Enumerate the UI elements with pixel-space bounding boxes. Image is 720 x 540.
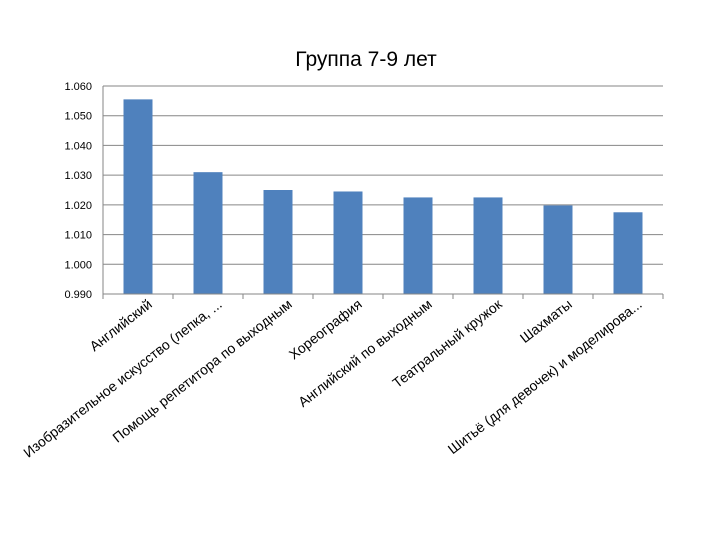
x-tick-label: Шахматы [517,296,575,346]
x-tick-label: Английский [86,296,155,354]
bar [123,99,153,294]
y-tick-label: 1.020 [64,200,92,212]
bar [543,205,573,294]
y-tick-label: 1.040 [64,140,92,152]
bar [473,197,503,294]
bar [263,190,293,294]
chart-title: Группа 7-9 лет [295,48,437,71]
y-tick-labels: 0.990 1.000 1.010 1.020 1.030 1.040 1.050 1.060 [64,81,92,301]
bar [333,191,363,294]
y-tick-label: 1.010 [64,230,92,242]
y-tick-label: 1.050 [64,111,92,123]
bar [403,197,433,294]
axes [102,86,664,299]
x-tick-label: Английский по выходным [295,296,435,410]
y-tick-label: 1.030 [64,170,92,182]
bar [193,172,223,294]
gridlines [103,85,663,265]
bars [123,99,643,294]
y-tick-label: 0.990 [64,289,92,301]
y-tick-label: 1.000 [64,259,92,271]
y-tick-label: 1.060 [64,81,92,93]
bar [613,212,643,294]
